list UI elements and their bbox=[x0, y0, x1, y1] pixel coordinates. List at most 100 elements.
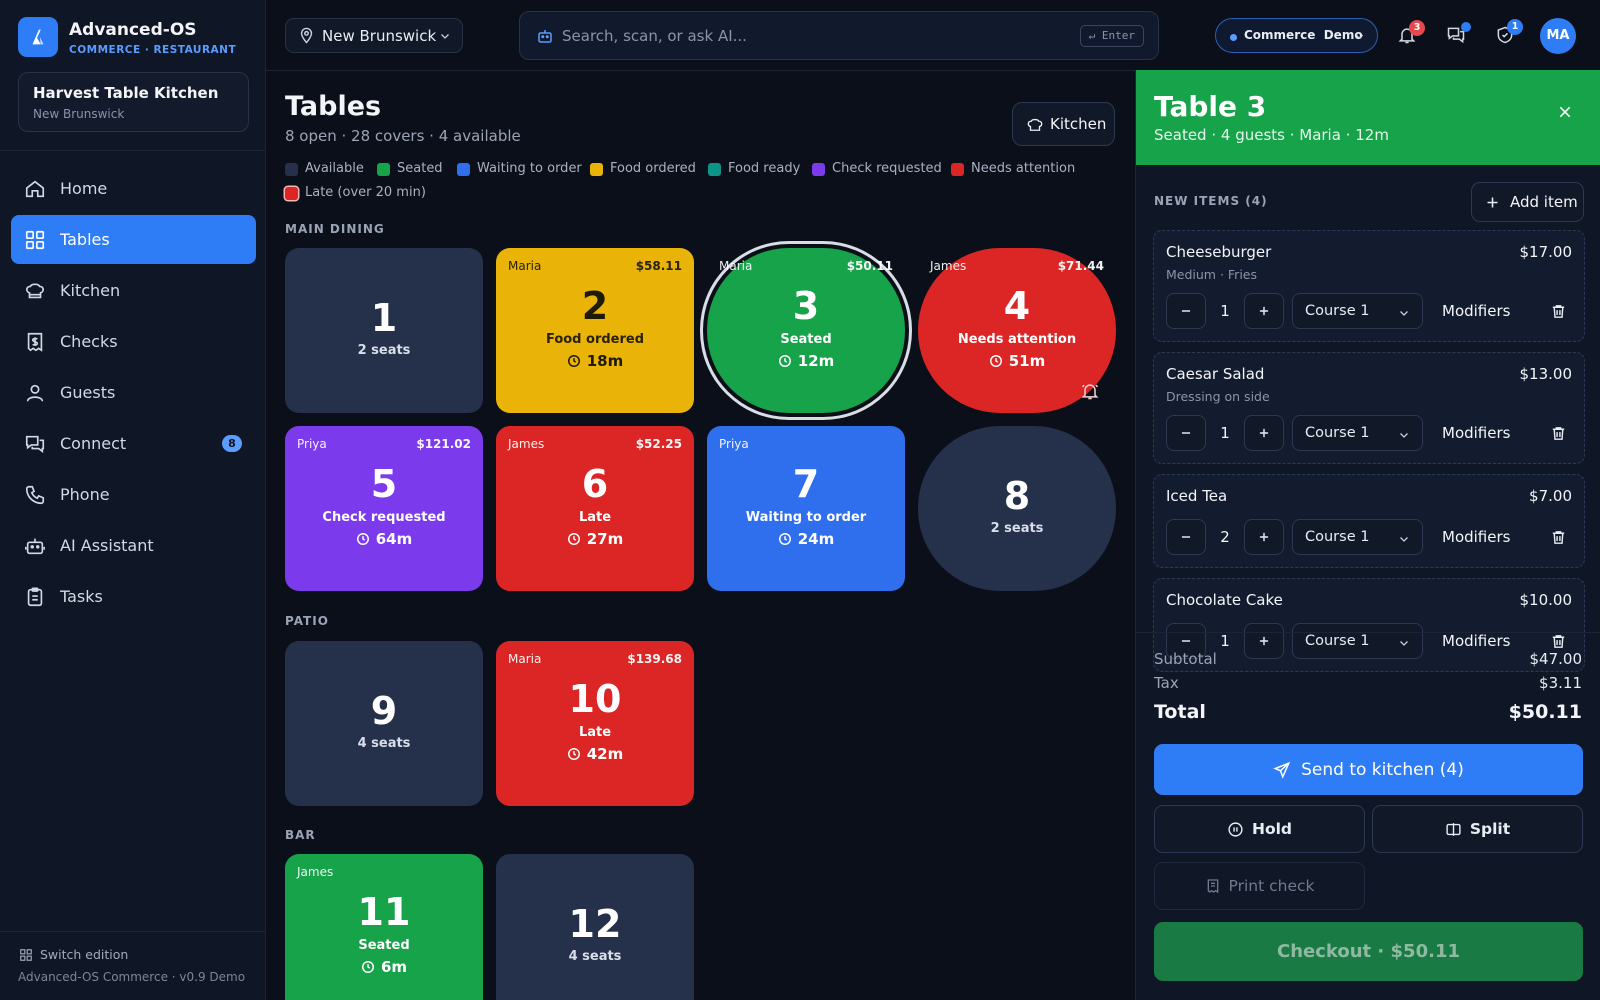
clock-icon bbox=[356, 532, 370, 546]
add-item-button[interactable]: Add item bbox=[1471, 182, 1584, 222]
item-price: $13.00 bbox=[1519, 365, 1573, 383]
avatar[interactable]: MA bbox=[1540, 18, 1576, 54]
table-card-1[interactable]: 1 2 seats bbox=[285, 248, 483, 413]
table-card-6[interactable]: James $52.25 6 Late 27m bbox=[496, 426, 694, 591]
send-to-kitchen-button[interactable]: Send to kitchen (4) bbox=[1154, 744, 1583, 795]
chat-icon bbox=[23, 432, 47, 456]
table-card-3[interactable]: Maria $50.11 3 Seated 12m bbox=[707, 248, 905, 413]
home-icon bbox=[23, 177, 47, 201]
course-select-value: Course 1 bbox=[1305, 633, 1370, 649]
order-item[interactable]: Caesar Salad $13.00 Dressing on side 1 Cours… bbox=[1153, 352, 1585, 464]
sidebar-item-label: Checks bbox=[60, 332, 118, 351]
server-name: Maria bbox=[508, 259, 542, 273]
sidebar-item-tables[interactable]: Tables bbox=[11, 215, 256, 264]
table-timer: 51m bbox=[918, 352, 1116, 370]
qty-decrease-button[interactable] bbox=[1166, 415, 1206, 451]
hold-label: Hold bbox=[1251, 820, 1293, 838]
edition-demo-pill[interactable]: Commerce Demo bbox=[1215, 18, 1378, 53]
close-button[interactable] bbox=[1550, 97, 1580, 127]
trash-icon bbox=[1550, 633, 1567, 650]
logo-mark-icon[interactable] bbox=[18, 17, 58, 57]
delete-item-button[interactable] bbox=[1546, 623, 1570, 659]
minus-icon bbox=[1179, 426, 1193, 440]
split-button[interactable]: Split bbox=[1372, 805, 1583, 853]
server-name: Maria bbox=[719, 259, 753, 273]
delete-item-button[interactable] bbox=[1546, 519, 1570, 555]
table-card-10[interactable]: Maria $139.68 10 Late 42m bbox=[496, 641, 694, 806]
location-card[interactable]: Harvest Table Kitchen New Brunswick bbox=[18, 72, 249, 132]
table-card-8[interactable]: 8 2 seats bbox=[918, 426, 1116, 591]
clock-icon bbox=[567, 354, 581, 368]
sidebar-item-label: Kitchen bbox=[60, 281, 121, 300]
sidebar-item-connect[interactable]: Connect 8 bbox=[11, 419, 256, 468]
order-item[interactable]: Cheeseburger $17.00 Medium · Fries 1 Course … bbox=[1153, 230, 1585, 342]
order-items-list[interactable]: Cheeseburger $17.00 Medium · Fries 1 Course … bbox=[1153, 230, 1585, 702]
table-number: 12 bbox=[568, 902, 622, 946]
chevron-down-icon bbox=[1398, 307, 1410, 319]
course-select[interactable]: Course 1 bbox=[1292, 623, 1423, 659]
tax-label: Tax bbox=[1154, 674, 1179, 692]
sidebar-item-kitchen[interactable]: Kitchen bbox=[11, 266, 256, 315]
table-timer: 64m bbox=[285, 530, 483, 548]
chef-hat-icon bbox=[23, 279, 47, 303]
delete-item-button[interactable] bbox=[1546, 415, 1570, 451]
print-check-button[interactable]: Print check bbox=[1154, 862, 1365, 910]
qty-decrease-button[interactable] bbox=[1166, 623, 1206, 659]
course-select[interactable]: Course 1 bbox=[1292, 415, 1423, 451]
order-item[interactable]: Iced Tea $7.00 2 Course 1 Modifiers bbox=[1153, 474, 1585, 568]
bell-alert-icon[interactable] bbox=[1080, 381, 1100, 401]
tax-value: $3.11 bbox=[1539, 674, 1582, 692]
notifications-button[interactable]: 3 bbox=[1392, 20, 1425, 50]
table-seats: 4 seats bbox=[568, 949, 622, 964]
table-card-4[interactable]: James $71.44 4 Needs attention 51m bbox=[918, 248, 1116, 413]
table-card-11[interactable]: James 11 Seated 6m bbox=[285, 854, 483, 1000]
modifiers-button[interactable]: Modifiers bbox=[1442, 528, 1511, 546]
legend-label: Seated bbox=[397, 161, 443, 176]
sidebar-item-guests[interactable]: Guests bbox=[11, 368, 256, 417]
checkout-button[interactable]: Checkout · $50.11 bbox=[1154, 922, 1583, 981]
sidebar-item-tasks[interactable]: Tasks bbox=[11, 572, 256, 621]
delete-item-button[interactable] bbox=[1546, 293, 1570, 329]
item-price: $17.00 bbox=[1519, 243, 1573, 261]
qty-increase-button[interactable] bbox=[1244, 415, 1284, 451]
security-button[interactable]: 1 bbox=[1490, 19, 1523, 50]
table-number: 7 bbox=[792, 462, 820, 506]
connect-count-badge: 8 bbox=[222, 435, 242, 452]
minus-icon bbox=[1179, 304, 1193, 318]
kitchen-button[interactable]: Kitchen bbox=[1012, 102, 1115, 146]
chevron-down-icon bbox=[1398, 533, 1410, 545]
sidebar-item-ai-assistant[interactable]: AI Assistant bbox=[11, 521, 256, 570]
clock-icon bbox=[567, 747, 581, 761]
sidebar-item-phone[interactable]: Phone bbox=[11, 470, 256, 519]
table-elapsed-time: 6m bbox=[380, 958, 408, 976]
legend-label: Late (over 20 min) bbox=[305, 185, 426, 200]
order-item[interactable]: Chocolate Cake $10.00 1 Course 1 Modifiers bbox=[1153, 578, 1585, 672]
table-card-12[interactable]: 12 4 seats bbox=[496, 854, 694, 1000]
messages-button[interactable] bbox=[1441, 20, 1471, 50]
sidebar-item-home[interactable]: Home bbox=[11, 164, 256, 213]
legend-label: Food ordered bbox=[610, 161, 696, 176]
table-card-5[interactable]: Priya $121.02 5 Check requested 64m bbox=[285, 426, 483, 591]
search-box[interactable]: ↵ Enter bbox=[519, 11, 1159, 60]
table-card-2[interactable]: Maria $58.11 2 Food ordered 18m bbox=[496, 248, 694, 413]
qty-decrease-button[interactable] bbox=[1166, 519, 1206, 555]
hold-button[interactable]: Hold bbox=[1154, 805, 1365, 853]
table-card-7[interactable]: Priya 7 Waiting to order 24m bbox=[707, 426, 905, 591]
sidebar-item-checks[interactable]: Checks bbox=[11, 317, 256, 366]
modifiers-button[interactable]: Modifiers bbox=[1442, 424, 1511, 442]
qty-increase-button[interactable] bbox=[1244, 623, 1284, 659]
qty-decrease-button[interactable] bbox=[1166, 293, 1206, 329]
table-status: Food ordered bbox=[545, 332, 645, 347]
qty-increase-button[interactable] bbox=[1244, 293, 1284, 329]
qty-increase-button[interactable] bbox=[1244, 519, 1284, 555]
course-select[interactable]: Course 1 bbox=[1292, 293, 1423, 329]
modifiers-button[interactable]: Modifiers bbox=[1442, 302, 1511, 320]
search-input[interactable] bbox=[562, 22, 1042, 50]
course-select-value: Course 1 bbox=[1305, 529, 1370, 545]
phone-icon bbox=[23, 483, 47, 507]
location-select[interactable]: New Brunswick bbox=[285, 18, 463, 53]
modifiers-button[interactable]: Modifiers bbox=[1442, 632, 1511, 650]
table-card-9[interactable]: 9 4 seats bbox=[285, 641, 483, 806]
section-label-bar: BAR bbox=[285, 828, 316, 842]
course-select[interactable]: Course 1 bbox=[1292, 519, 1423, 555]
